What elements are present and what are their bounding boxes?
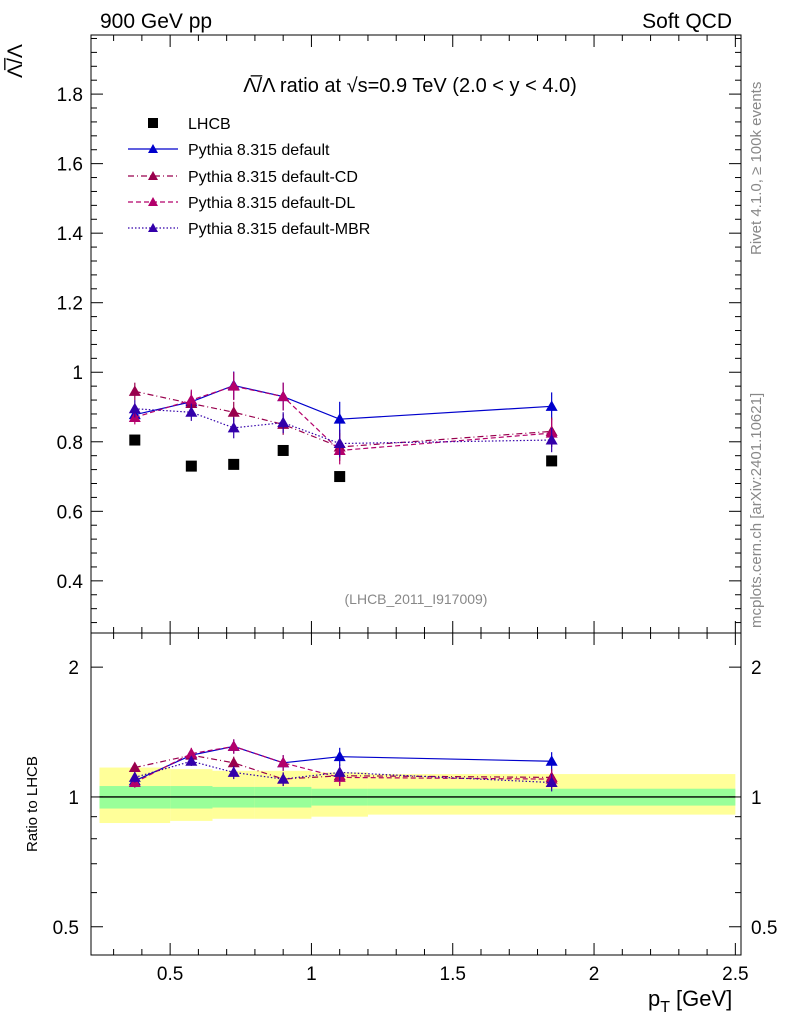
legend-label-lhcb: LHCB — [188, 116, 231, 133]
rivet-label: Rivet 4.1.0, ≥ 100k events — [748, 82, 765, 255]
top-ytick-label: 1.2 — [57, 294, 83, 315]
ratio-point — [333, 766, 346, 777]
top-ytick-label: 1.4 — [57, 224, 84, 245]
mcplots-label: mcplots.cern.ch [arXiv:2401.10621] — [748, 393, 765, 628]
series-point — [333, 413, 346, 424]
legend-marker-dl — [148, 197, 158, 206]
legend: LHCB Pythia 8.315 default Pythia 8.315 d… — [128, 116, 370, 238]
series-point — [545, 400, 558, 411]
ratio-series-line-1 — [134, 754, 552, 780]
header-left: 900 GeV pp — [100, 10, 212, 33]
legend-marker-mbr — [148, 223, 158, 232]
ratio-ytick-label: 1 — [68, 788, 79, 809]
series-line-3 — [134, 408, 552, 445]
lhcb-data-point — [334, 471, 346, 483]
series-point — [545, 434, 558, 445]
analysis-watermark: (LHCB_2011_I917009) — [345, 591, 488, 607]
series-point — [227, 380, 240, 391]
ratio-ytick-label-right: 1 — [751, 788, 762, 809]
series-point — [128, 402, 141, 414]
ratio-point — [227, 740, 240, 751]
legend-label-mbr: Pythia 8.315 default-MBR — [188, 221, 370, 238]
series-point — [277, 416, 290, 428]
top-ytick-label: 1.8 — [57, 85, 83, 106]
ratio-point — [333, 750, 346, 762]
ratio-point — [545, 776, 558, 788]
ratio-panel-frame — [90, 632, 742, 956]
ratio-ytick-label-right: 0.5 — [751, 918, 777, 939]
series-point — [333, 437, 346, 449]
legend-marker-lhcb — [148, 118, 158, 128]
series-point — [277, 390, 290, 402]
ratio-point — [545, 755, 558, 766]
plot-title: Λ̅/Λ ratio at √s=0.9 TeV (2.0 < y < 4.0) — [243, 74, 577, 97]
series-point — [227, 406, 240, 417]
series-point — [128, 385, 141, 396]
series-point — [185, 406, 198, 417]
series-line-1 — [134, 390, 552, 448]
x-axis-label: pT [GeV] — [648, 986, 732, 1016]
legend-label-cd: Pythia 8.315 default-CD — [188, 169, 358, 186]
ratio-point — [185, 755, 198, 766]
top-ytick-label: 0.4 — [57, 572, 84, 593]
lhcb-data-point — [546, 455, 558, 467]
ratio-point — [227, 766, 240, 777]
ratio-point — [227, 756, 240, 768]
lhcb-data-point — [129, 434, 141, 446]
series-point — [185, 394, 198, 405]
ratio-point — [277, 773, 290, 784]
ratio-point — [128, 761, 141, 773]
series-line-2 — [134, 385, 552, 452]
ratio-ytick-label: 2 — [68, 658, 79, 679]
ratio-ytick-label: 0.5 — [53, 918, 79, 939]
top-ytick-label: 0.6 — [57, 502, 83, 523]
series-line-0 — [134, 384, 552, 420]
top-ylabel: Λ̅/Λ — [4, 44, 27, 78]
xtick-label: 1 — [306, 964, 317, 985]
header-right: Soft QCD — [642, 10, 732, 33]
top-ytick-label: 1 — [72, 363, 83, 384]
ratio-ylabel: Ratio to LHCB — [24, 756, 41, 852]
xtick-label: 0.5 — [157, 964, 183, 985]
xtick-label: 2 — [589, 964, 600, 985]
lhcb-data-point — [277, 444, 289, 456]
ratio-point — [185, 747, 198, 759]
lhcb-data-point — [228, 458, 240, 470]
series-point — [227, 421, 240, 433]
legend-label-default: Pythia 8.315 default — [188, 142, 330, 159]
top-ytick-label: 1.6 — [57, 155, 83, 176]
ratio-series-line-2 — [134, 745, 552, 784]
xtick-label: 2.5 — [722, 964, 748, 985]
top-ytick-label: 0.8 — [57, 433, 83, 454]
legend-label-dl: Pythia 8.315 default-DL — [188, 195, 355, 212]
xtick-label: 1.5 — [440, 964, 466, 985]
ratio-point — [128, 771, 141, 782]
lhcb-data-point — [185, 460, 197, 472]
ratio-ytick-label-right: 2 — [751, 658, 762, 679]
ratio-point — [277, 756, 290, 768]
legend-marker-default — [148, 144, 158, 153]
legend-marker-cd — [148, 171, 158, 180]
